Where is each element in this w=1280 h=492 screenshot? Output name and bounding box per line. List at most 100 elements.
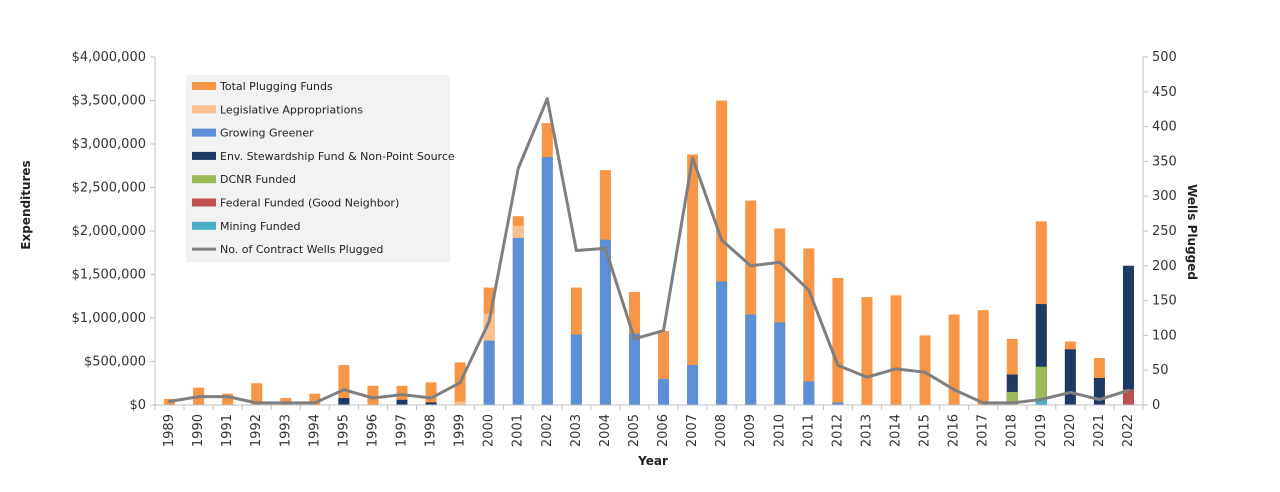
- x-tick-label: 1997: [395, 414, 410, 447]
- bar-growing-greener: [570, 334, 582, 405]
- bar-total-plugging-funds: [338, 364, 350, 405]
- wells-plugged-point: [720, 238, 724, 242]
- y2-tick-label: 400: [1152, 120, 1177, 135]
- x-tick-label: 2011: [801, 414, 816, 447]
- bar-env-stewardship-fund-non-point-source: [1122, 265, 1134, 405]
- bar-env-stewardship-fund-non-point-source: [338, 398, 350, 405]
- bar-total-plugging-funds: [251, 383, 263, 405]
- bar-growing-greener: [832, 402, 844, 405]
- x-tick-label: 2002: [540, 414, 555, 447]
- axes: $0 $500,000 $1,000,000 $1,500,000 $2,000,000…: [72, 50, 1177, 447]
- wells-plugged-point: [313, 401, 317, 405]
- wells-plugged-point: [894, 367, 898, 371]
- wells-plugged-point: [487, 319, 491, 323]
- bar-env-stewardship-fund-non-point-source: [425, 402, 437, 405]
- x-tick-label: 1991: [220, 414, 235, 447]
- x-tick-label: 2019: [1034, 414, 1049, 447]
- wells-plugged-point: [400, 393, 404, 397]
- x-tick-label: 1990: [191, 414, 206, 447]
- wells-plugged-point: [371, 396, 375, 400]
- y2-tick-label: 350: [1152, 154, 1177, 169]
- wells-plugged-point: [1068, 390, 1072, 394]
- bar-growing-greener: [803, 381, 815, 405]
- legend-label: Legislative Appropriations: [220, 103, 363, 116]
- x-tick-label: 2014: [889, 414, 904, 447]
- wells-plugged-point: [1039, 397, 1043, 401]
- wells-plugged-point: [836, 363, 840, 367]
- legend-swatch: [192, 221, 216, 230]
- bar-growing-greener: [628, 333, 640, 405]
- legend-label: Mining Funded: [220, 220, 300, 233]
- x-tick-label: 1992: [249, 414, 264, 447]
- y2-tick-label: 300: [1152, 189, 1177, 204]
- legend-swatch: [192, 198, 216, 207]
- bar-total-plugging-funds: [687, 154, 699, 405]
- x-tick-label: 1993: [278, 414, 293, 447]
- bar-env-stewardship-fund-non-point-source: [1006, 374, 1018, 405]
- x-tick-label: 2001: [511, 414, 526, 447]
- legend-label: Federal Funded (Good Neighbor): [220, 197, 399, 210]
- wells-plugged-point: [545, 97, 549, 101]
- bar-total-plugging-funds: [716, 100, 728, 405]
- bar-growing-greener: [745, 314, 757, 405]
- wells-plugged-point: [603, 246, 607, 250]
- x-tick-label: 2005: [627, 414, 642, 447]
- x-tick-label: 2016: [947, 414, 962, 447]
- legend-label: Growing Greener: [220, 127, 314, 140]
- bar-growing-greener: [774, 322, 786, 405]
- bar-total-plugging-funds: [222, 393, 234, 405]
- bar-total-plugging-funds: [367, 385, 379, 405]
- bar-growing-greener: [599, 239, 611, 405]
- wells-plugged-point: [168, 400, 172, 404]
- bar-total-plugging-funds: [832, 277, 844, 405]
- wells-plugged-point: [749, 264, 753, 268]
- wells-plugged-point: [284, 401, 288, 405]
- y2-tick-label: 100: [1152, 328, 1177, 343]
- wells-plugged-point: [662, 329, 666, 333]
- wells-plugged-point: [574, 248, 578, 252]
- wells-plugged-point: [226, 395, 230, 399]
- y-tick-label: $2,500,000: [72, 181, 146, 196]
- bar-total-plugging-funds: [425, 382, 437, 405]
- x-tick-label: 2018: [1005, 414, 1020, 447]
- bar-total-plugging-funds: [658, 331, 670, 405]
- wells-plugged-point: [516, 166, 520, 170]
- legend-swatch: [192, 105, 216, 114]
- wells-plugged-point: [691, 156, 695, 160]
- wells-plugged-point: [778, 260, 782, 264]
- y2-tick-label: 450: [1152, 85, 1177, 100]
- legend-label: DCNR Funded: [220, 173, 296, 186]
- x-tick-label: 2008: [714, 414, 729, 447]
- bar-total-plugging-funds: [745, 200, 757, 405]
- x-tick-label: 1989: [162, 414, 177, 447]
- wells-plugged-point: [981, 401, 985, 405]
- bar-total-plugging-funds: [1006, 338, 1018, 405]
- x-tick-label: 2012: [830, 414, 845, 447]
- x-tick-label: 2022: [1121, 414, 1136, 447]
- wells-plugged-point: [1097, 397, 1101, 401]
- bar-legislative-appropriations: [454, 401, 466, 405]
- bar-dcnr-funded: [1006, 391, 1018, 405]
- y2-tick-label: 0: [1152, 398, 1160, 413]
- legend-background: [186, 75, 450, 262]
- wells-plugged-point: [458, 381, 462, 385]
- x-tick-label: 2004: [598, 414, 613, 447]
- x-tick-label: 2015: [918, 414, 933, 447]
- x-tick-label: 2006: [656, 414, 671, 447]
- y-tick-label: $4,000,000: [72, 50, 146, 65]
- bar-federal-funded-good-neighbor: [1122, 389, 1134, 405]
- wells-plugged-point: [952, 388, 956, 392]
- x-tick-label: 2021: [1092, 414, 1107, 447]
- legend-swatch: [192, 151, 216, 160]
- bar-env-stewardship-fund-non-point-source: [1035, 304, 1047, 405]
- y-tick-label: $1,500,000: [72, 268, 146, 283]
- x-tick-label: 1996: [365, 414, 380, 447]
- x-axis-title: Year: [637, 454, 668, 468]
- y-tick-label: $2,000,000: [72, 224, 146, 239]
- y-tick-label: $3,500,000: [72, 94, 146, 109]
- legend-swatch: [192, 128, 216, 137]
- bar-growing-greener: [687, 364, 699, 405]
- y-tick-label: $500,000: [84, 355, 146, 370]
